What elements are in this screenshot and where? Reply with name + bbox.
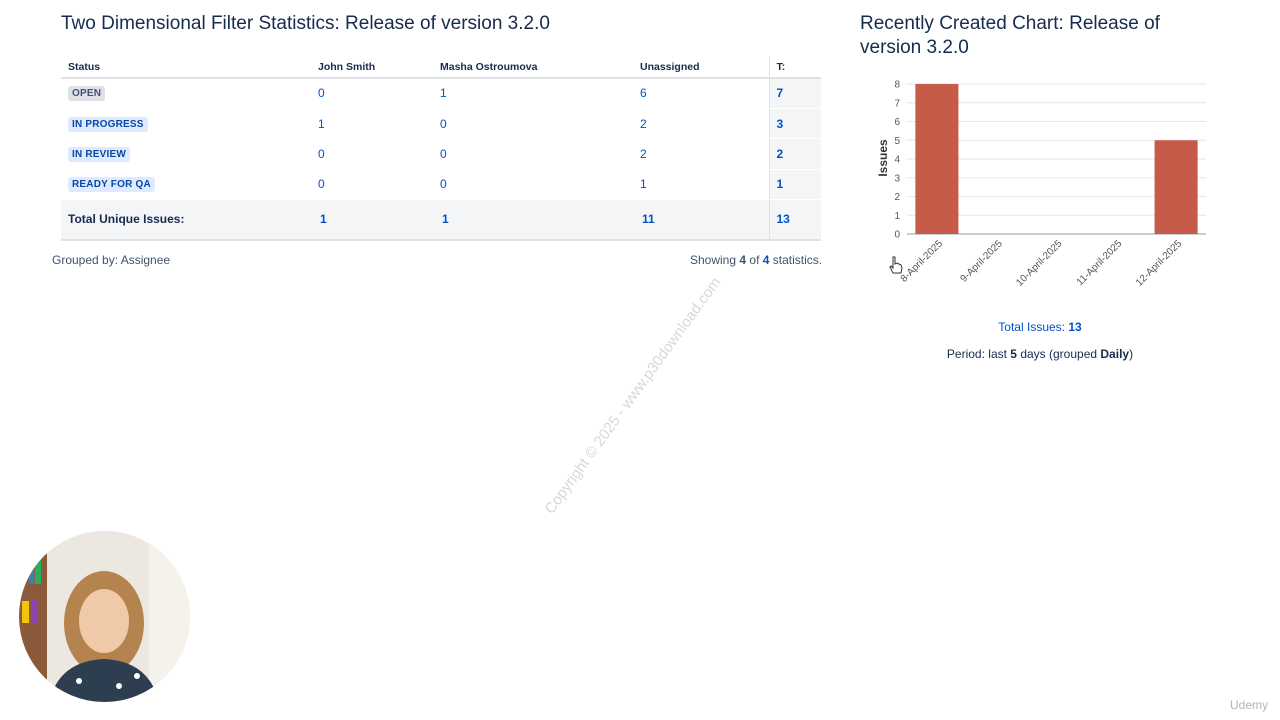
table-row: IN PROGRESS 1 0 2 3 (61, 108, 821, 140)
row-total-cell[interactable]: 2 (768, 138, 821, 170)
table-row: IN REVIEW 0 0 2 2 (61, 138, 821, 170)
total-issues-value[interactable]: 13 (1068, 320, 1082, 334)
column-header-unassigned[interactable]: Unassigned (633, 56, 769, 79)
column-header-john-smith[interactable]: John Smith (311, 56, 433, 79)
grand-total-cell[interactable]: 13 (768, 199, 821, 241)
period-grouping: Daily (1100, 347, 1130, 361)
showing-statistics-label: Showing 4 of 4 statistics. (690, 253, 822, 267)
y-tick-label: 8 (894, 80, 900, 91)
grouped-by-label: Grouped by: Assignee (52, 253, 171, 267)
showing-suffix: statistics. (772, 253, 823, 267)
count-cell-unassigned[interactable]: 2 (633, 138, 769, 170)
presenter-image (19, 531, 190, 702)
x-tick-label: 10-April-2025 (1014, 238, 1065, 289)
chart-gadget-title: Recently Created Chart: Release of versi… (860, 13, 1160, 58)
total-cell-unassigned[interactable]: 11 (633, 199, 769, 241)
total-cell-john-smith[interactable]: 1 (311, 199, 433, 241)
status-lozenge-open[interactable]: OPEN (68, 86, 106, 102)
copyright-watermark: Copyright © 2025 - www.p30download.com (541, 274, 725, 518)
y-axis-title: Issues (876, 139, 890, 177)
status-cell: IN PROGRESS (61, 108, 311, 140)
y-tick-label: 2 (894, 192, 900, 203)
total-cell-masha-ostroumova[interactable]: 1 (433, 199, 633, 241)
status-cell: IN REVIEW (61, 138, 311, 170)
y-tick-label: 5 (894, 136, 900, 147)
total-unique-issues-row: Total Unique Issues: 1 1 11 13 (61, 199, 821, 241)
period-prefix: Period: last (946, 347, 1007, 361)
count-cell-john-smith[interactable]: 0 (311, 78, 433, 109)
stats-gadget-title: Two Dimensional Filter Statistics: Relea… (61, 13, 550, 34)
recently-created-chart: 0 1 2 3 4 5 6 7 8 8-April-2025 9-April-2025 10-Apr… (876, 80, 1206, 289)
bar-8-april-2025[interactable] (915, 84, 959, 234)
count-cell-masha-ostroumova[interactable]: 1 (433, 78, 633, 109)
status-lozenge-in-progress[interactable]: IN PROGRESS (68, 116, 148, 132)
row-total-cell[interactable]: 3 (768, 108, 821, 140)
x-tick-label: 12-April-2025 (1134, 238, 1185, 289)
total-issues-label: Total Issues: (998, 320, 1065, 334)
count-cell-masha-ostroumova[interactable]: 0 (433, 169, 633, 201)
showing-prefix: Showing (690, 253, 737, 267)
instructor-webcam (19, 531, 190, 702)
row-total-cell[interactable]: 7 (768, 78, 821, 109)
period-days: 5 (1010, 347, 1017, 361)
period-suffix: ) (1129, 347, 1134, 361)
period-middle: days (grouped (1020, 347, 1098, 361)
column-header-masha-ostroumova[interactable]: Masha Ostroumova (433, 56, 633, 79)
count-cell-john-smith[interactable]: 0 (311, 138, 433, 170)
column-header-total[interactable]: T: (768, 56, 821, 79)
showing-total-count[interactable]: 4 (762, 253, 770, 267)
udemy-watermark: Udemy (1229, 698, 1268, 712)
stats-table: Status John Smith Masha Ostroumova Unass… (61, 56, 821, 241)
y-tick-label: 0 (894, 230, 900, 241)
count-cell-masha-ostroumova[interactable]: 0 (433, 138, 633, 170)
status-cell: OPEN (61, 78, 311, 109)
count-cell-unassigned[interactable]: 2 (633, 108, 769, 140)
column-header-status[interactable]: Status (61, 56, 311, 79)
status-lozenge-in-review[interactable]: IN REVIEW (68, 146, 131, 162)
y-tick-label: 1 (894, 211, 900, 222)
table-row: READY FOR QA 0 0 1 1 (61, 169, 821, 201)
hand-cursor-icon (889, 256, 903, 274)
count-cell-john-smith[interactable]: 1 (311, 108, 433, 140)
y-tick-label: 4 (894, 155, 900, 166)
chart-total-issues[interactable]: Total Issues: 13 (860, 320, 1220, 334)
y-tick-label: 7 (894, 98, 900, 109)
table-row: OPEN 0 1 6 7 (61, 78, 821, 109)
status-lozenge-ready-for-qa[interactable]: READY FOR QA (68, 177, 155, 193)
y-tick-label: 6 (894, 117, 900, 128)
count-cell-john-smith[interactable]: 0 (311, 169, 433, 201)
table-header-row: Status John Smith Masha Ostroumova Unass… (61, 56, 821, 79)
row-total-cell[interactable]: 1 (768, 169, 821, 201)
chart-period: Period: last 5 days (grouped Daily) (860, 347, 1220, 361)
count-cell-masha-ostroumova[interactable]: 0 (433, 108, 633, 140)
status-cell: READY FOR QA (61, 169, 311, 201)
count-cell-unassigned[interactable]: 1 (633, 169, 769, 201)
count-cell-unassigned[interactable]: 6 (633, 78, 769, 109)
bar-12-april-2025[interactable] (1154, 140, 1198, 234)
showing-shown-count: 4 (739, 253, 747, 267)
y-tick-label: 3 (894, 173, 900, 184)
showing-of: of (749, 253, 760, 267)
x-tick-label: 9-April-2025 (959, 238, 1006, 285)
x-tick-label: 8-April-2025 (899, 238, 946, 285)
x-tick-label: 11-April-2025 (1075, 238, 1125, 288)
total-unique-issues-label: Total Unique Issues: (61, 199, 311, 241)
